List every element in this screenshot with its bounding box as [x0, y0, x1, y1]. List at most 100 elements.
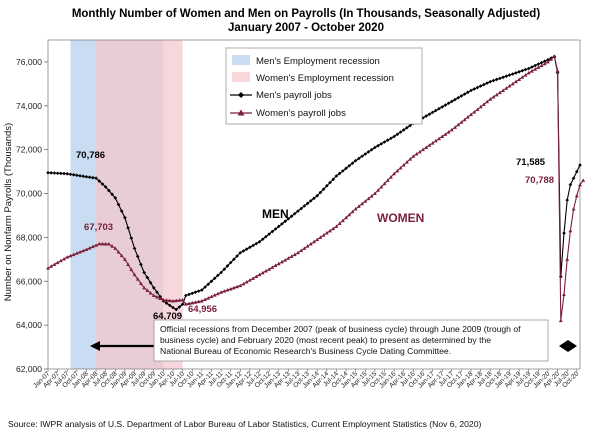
women-point — [398, 165, 403, 170]
women-point — [497, 90, 502, 95]
men-point — [530, 65, 534, 69]
women-point — [84, 247, 89, 251]
men-point — [75, 173, 79, 178]
men-point — [472, 87, 477, 91]
women-point — [562, 292, 566, 297]
men-point — [52, 171, 57, 175]
women-point — [74, 251, 79, 255]
women-point — [158, 296, 163, 300]
men-point — [276, 224, 281, 229]
annotation-men-trough: 64,709 — [153, 311, 182, 322]
men-point — [238, 250, 243, 255]
series-label-women: WOMEN — [377, 211, 424, 225]
women-point — [382, 181, 387, 186]
men-point — [491, 78, 496, 83]
men-point — [248, 245, 252, 250]
women-point — [187, 301, 191, 306]
men-point — [97, 179, 102, 183]
women-point — [331, 226, 336, 231]
y-tick-label: 70,000 — [16, 189, 42, 199]
women-point — [539, 63, 544, 68]
women-point — [308, 241, 313, 246]
women-point — [302, 246, 307, 250]
women-point — [530, 69, 534, 73]
men-point — [450, 99, 454, 104]
men-point — [485, 81, 489, 85]
men-point — [94, 176, 98, 180]
women-point — [190, 300, 195, 305]
women-point — [257, 272, 262, 277]
women-point — [369, 194, 374, 198]
note-text: Official recessions from December 2007 (… — [160, 324, 523, 356]
men-point — [126, 226, 130, 230]
women-point — [87, 246, 92, 250]
men-point — [110, 192, 114, 197]
men-point — [347, 163, 352, 168]
women-point — [135, 277, 140, 281]
women-point — [206, 296, 211, 300]
men-point — [334, 174, 339, 178]
men-point — [251, 243, 255, 248]
men-point — [427, 112, 432, 117]
women-point — [260, 270, 265, 275]
men-point — [241, 249, 246, 253]
legend-swatch-women-recession — [232, 72, 250, 82]
women-point — [555, 68, 560, 73]
women-point — [421, 147, 425, 152]
men-point — [526, 66, 531, 71]
x-axis-ticks: Jan-07Apr-07Jul-07Oct-07Jan-08Apr-08Jul-… — [32, 369, 580, 390]
legend-label-women-jobs: Women's payroll jobs — [256, 108, 346, 119]
women-point — [129, 267, 134, 272]
women-point — [209, 294, 214, 299]
men-point — [533, 63, 537, 68]
men-point — [539, 60, 544, 65]
women-point — [174, 298, 179, 303]
legend-label-men-recession: Men's Employment recession — [256, 56, 380, 67]
women-point — [142, 285, 147, 290]
women-point — [139, 281, 143, 285]
men-point — [360, 154, 364, 159]
men-point — [571, 176, 576, 181]
men-point — [187, 292, 191, 297]
women-point — [90, 244, 95, 249]
series-group — [46, 54, 586, 323]
women-point — [568, 228, 573, 233]
men-point — [517, 70, 521, 74]
women-point — [395, 168, 400, 173]
men-point — [504, 74, 509, 78]
women-point — [94, 243, 98, 247]
women-point — [100, 241, 105, 246]
men-point — [292, 211, 297, 216]
women-point — [238, 283, 243, 288]
men-point — [107, 188, 111, 193]
men-point — [475, 85, 480, 90]
women-point — [424, 145, 429, 149]
men-point — [401, 128, 406, 132]
women-point — [264, 269, 268, 273]
women-point — [123, 257, 127, 261]
men-point — [520, 68, 525, 73]
women-point — [183, 302, 188, 306]
men-point — [478, 84, 483, 88]
women-point — [113, 246, 118, 250]
women-point — [520, 75, 525, 79]
women-point — [215, 291, 220, 296]
women-point — [58, 258, 63, 263]
women-point — [164, 298, 169, 302]
men-point — [260, 237, 265, 242]
men-point — [341, 169, 345, 173]
men-point — [462, 92, 467, 96]
men-point — [100, 182, 105, 186]
women-point — [106, 241, 111, 246]
men-point — [466, 90, 470, 95]
men-point — [398, 130, 403, 134]
women-point — [337, 221, 342, 226]
men-point — [373, 145, 377, 150]
women-point — [155, 294, 159, 299]
men-point — [514, 71, 518, 75]
women-point — [376, 188, 381, 192]
men-point — [123, 215, 127, 220]
women-point — [372, 191, 377, 196]
women-point — [488, 97, 493, 101]
